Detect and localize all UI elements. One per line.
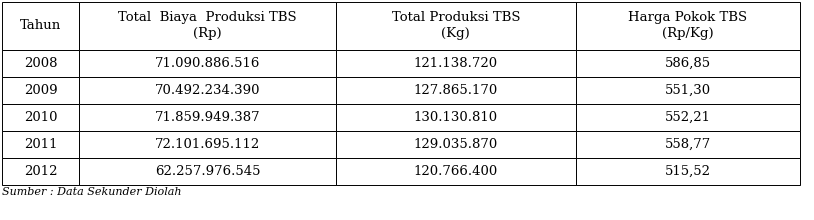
Text: 2008: 2008 (24, 57, 58, 70)
Text: 72.101.695.112: 72.101.695.112 (155, 138, 260, 151)
Text: 129.035.870: 129.035.870 (414, 138, 498, 151)
Bar (2, 2, 79, 50)
Text: 62.257.976.545: 62.257.976.545 (155, 165, 260, 178)
Bar (575, 158, 799, 185)
Text: 130.130.810: 130.130.810 (414, 111, 498, 124)
Text: 515,52: 515,52 (665, 165, 711, 178)
Text: 552,21: 552,21 (665, 111, 711, 124)
Bar (575, 131, 799, 158)
Text: 2011: 2011 (24, 138, 58, 151)
Bar (335, 77, 575, 104)
Bar (575, 77, 799, 104)
Text: Total  Biaya  Produksi TBS
(Rp): Total Biaya Produksi TBS (Rp) (118, 11, 297, 40)
Bar (575, 2, 799, 50)
Bar (335, 104, 575, 131)
Text: 2009: 2009 (24, 84, 58, 97)
Text: 70.492.234.390: 70.492.234.390 (155, 84, 260, 97)
Text: Harga Pokok TBS
(Rp/Kg): Harga Pokok TBS (Rp/Kg) (628, 11, 747, 40)
Bar (2, 50, 79, 77)
Bar (79, 158, 335, 185)
Bar (79, 131, 335, 158)
Text: 551,30: 551,30 (665, 84, 711, 97)
Bar (79, 77, 335, 104)
Text: 121.138.720: 121.138.720 (414, 57, 498, 70)
Bar (335, 50, 575, 77)
Bar (79, 50, 335, 77)
Bar (575, 50, 799, 77)
Bar (335, 158, 575, 185)
Bar (335, 2, 575, 50)
Bar (79, 104, 335, 131)
Text: 120.766.400: 120.766.400 (414, 165, 498, 178)
Bar (2, 104, 79, 131)
Text: Total Produksi TBS
(Kg): Total Produksi TBS (Kg) (392, 11, 520, 40)
Text: 127.865.170: 127.865.170 (414, 84, 498, 97)
Text: 558,77: 558,77 (665, 138, 711, 151)
Text: Sumber : Data Sekunder Diolah: Sumber : Data Sekunder Diolah (2, 187, 182, 197)
Text: Tahun: Tahun (20, 20, 61, 33)
Text: 586,85: 586,85 (665, 57, 711, 70)
Text: 71.859.949.387: 71.859.949.387 (155, 111, 260, 124)
Bar (2, 77, 79, 104)
Bar (2, 158, 79, 185)
Bar (335, 131, 575, 158)
Text: 71.090.886.516: 71.090.886.516 (155, 57, 260, 70)
Bar (79, 2, 335, 50)
Text: 2012: 2012 (24, 165, 58, 178)
Bar (575, 104, 799, 131)
Text: 2010: 2010 (24, 111, 58, 124)
Bar (2, 131, 79, 158)
